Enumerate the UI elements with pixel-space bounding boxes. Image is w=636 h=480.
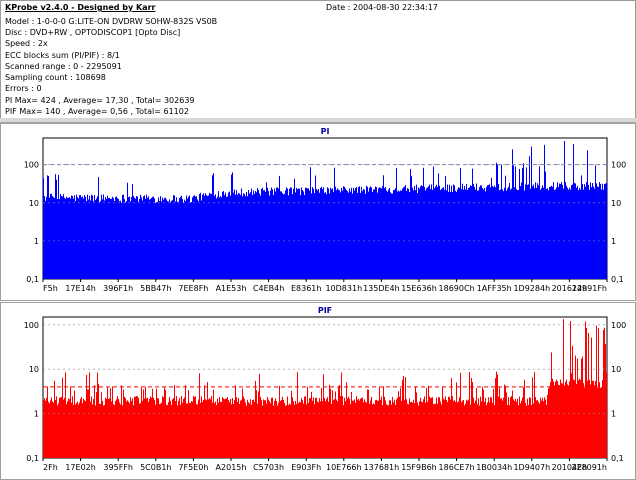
errors-line: Errors : 0 — [5, 84, 42, 93]
y-tick-label-left: 100 — [24, 321, 39, 330]
disc-line: Disc : DVD+RW , OPTODISCOP1 [Opto Disc] — [5, 28, 181, 37]
x-tick-label: 17E14h — [65, 284, 95, 293]
ecc-line: ECC blocks sum (PI/PIF) : 8/1 — [5, 51, 120, 60]
pif-chart: PIF 100 100 10 10 1 1 0,1 0,1 2Fh 17E02h 395FFh 5C0B… — [24, 306, 627, 472]
x-tick-label: 7F5E0h — [178, 463, 208, 472]
bar-series — [43, 140, 607, 279]
speed-line: Speed : 2x — [5, 39, 48, 48]
x-tick-label: 10E766h — [326, 463, 362, 472]
x-tick-label: 22991Fh — [572, 284, 607, 293]
y-tick-label-left: 0,1 — [26, 454, 39, 463]
x-tick-label: 10D831h — [325, 284, 362, 293]
pi-summary-line: PI Max= 424 , Average= 17,30 , Total= 30… — [5, 96, 195, 105]
splitter[interactable] — [0, 118, 636, 123]
x-tick-label: 20104Eh — [552, 463, 588, 472]
chart-title: PIF — [318, 306, 332, 315]
y-tick-label-right: 0,1 — [611, 275, 624, 284]
x-tick-label: 15E636h — [401, 284, 437, 293]
y-tick-label-left: 10 — [29, 199, 39, 208]
x-tick-label: C4EB4h — [253, 284, 284, 293]
y-tick-label-left: 1 — [34, 237, 39, 246]
chart-title: PI — [321, 127, 330, 136]
scan-date: Date : 2004-08-30 22:34:17 — [326, 3, 438, 12]
y-tick-label-left: 0,1 — [26, 275, 39, 284]
x-tick-label: 186CE7h — [439, 463, 475, 472]
x-tick-label: 17E02h — [65, 463, 95, 472]
y-tick-label-left: 10 — [29, 365, 39, 374]
y-tick-label-right: 1 — [611, 410, 616, 419]
x-tick-label: 228091h — [571, 463, 607, 472]
bar-series — [43, 319, 607, 458]
y-tick-label-right: 10 — [611, 365, 621, 374]
model-line: Model : 1-0-0-0 G:LITE-ON DVDRW SOHW-832… — [5, 17, 218, 26]
x-tick-label: 1AFF35h — [477, 284, 512, 293]
x-tick-label: 137681h — [364, 463, 400, 472]
x-tick-label: 1D9284h — [513, 284, 550, 293]
pi-chart: PI 100 100 10 10 1 1 0,1 0,1 F5h 17E14h 396F1h 5BB47… — [24, 127, 627, 293]
x-tick-label: E903Fh — [291, 463, 321, 472]
x-tick-label: 5C0B1h — [140, 463, 171, 472]
x-tick-label: 7EE8Fh — [178, 284, 208, 293]
y-tick-label-right: 1 — [611, 237, 616, 246]
y-tick-label-left: 100 — [24, 161, 39, 170]
y-tick-label-right: 0,1 — [611, 454, 624, 463]
y-tick-label-right: 10 — [611, 199, 621, 208]
pif-summary-line: PIF Max= 140 , Average= 0,56 , Total= 61… — [5, 107, 189, 116]
x-tick-label: 15F9B6h — [401, 463, 437, 472]
y-tick-label-right: 100 — [611, 321, 626, 330]
x-tick-label: 396F1h — [103, 284, 133, 293]
x-tick-label: 1B0034h — [476, 463, 512, 472]
x-tick-label: 5BB47h — [140, 284, 171, 293]
x-tick-label: A1E53h — [216, 284, 247, 293]
range-line: Scanned range : 0 - 2295091 — [5, 62, 122, 71]
x-tick-label: E8361h — [291, 284, 321, 293]
x-tick-label: 135DE4h — [363, 284, 400, 293]
x-tick-label: 201614h — [552, 284, 588, 293]
y-tick-label-left: 1 — [34, 410, 39, 419]
app-title: KProbe v2.4.0 - Designed by Karr — [5, 3, 156, 12]
pif-chart-panel: PIF 100 100 10 10 1 1 0,1 0,1 2Fh 17E02h 395FFh 5C0B… — [0, 302, 636, 480]
pi-chart-panel: PI 100 100 10 10 1 1 0,1 0,1 F5h 17E14h 396F1h 5BB47… — [0, 123, 636, 301]
x-tick-label: A2015h — [216, 463, 247, 472]
x-tick-label: F5h — [43, 284, 58, 293]
sampling-line: Sampling count : 108698 — [5, 73, 106, 82]
x-tick-label: 18690Ch — [439, 284, 475, 293]
x-tick-label: 395FFh — [103, 463, 133, 472]
x-tick-label: 2Fh — [43, 463, 58, 472]
info-header: KProbe v2.4.0 - Designed by Karr Date : … — [0, 0, 636, 119]
x-tick-label: C5703h — [253, 463, 284, 472]
x-tick-label: 1D9407h — [513, 463, 550, 472]
y-tick-label-right: 100 — [611, 161, 626, 170]
